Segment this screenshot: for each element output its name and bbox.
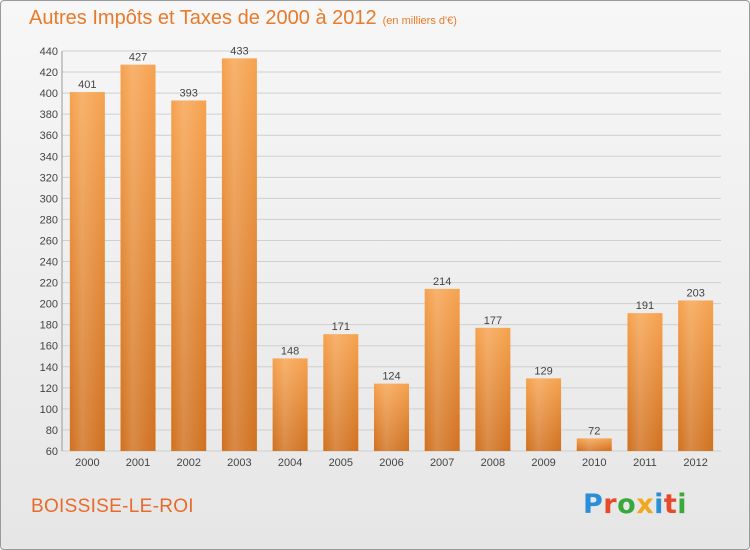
- bar-highlight: [120, 64, 156, 452]
- y-tick-label: 300: [40, 193, 58, 205]
- bar-highlight: [272, 358, 308, 451]
- bar-highlight: [69, 92, 105, 451]
- x-tick-label: 2002: [176, 457, 200, 469]
- bar-value-label: 148: [281, 345, 299, 357]
- y-tick-label: 140: [40, 362, 58, 374]
- bar-highlight: [374, 383, 409, 451]
- bar-highlight: [171, 100, 207, 451]
- bar-value-label: 129: [534, 365, 552, 377]
- y-tick-label: 120: [40, 383, 58, 395]
- bar-value-label: 177: [484, 315, 502, 327]
- proxiti-logo[interactable]: Proxiti: [583, 489, 687, 520]
- y-tick-label: 220: [40, 278, 58, 290]
- y-tick-label: 380: [40, 109, 58, 121]
- bar-value-label: 401: [78, 79, 96, 91]
- bar-value-label: 171: [332, 321, 350, 333]
- y-tick-label: 260: [40, 235, 58, 247]
- chart-title: Autres Impôts et Taxes de 2000 à 2012 (en…: [29, 7, 457, 30]
- x-tick-label: 2006: [379, 457, 403, 469]
- bar-value-label: 393: [180, 87, 198, 99]
- y-tick-label: 440: [40, 46, 58, 58]
- logo-letter: i: [677, 489, 688, 520]
- bar-value-label: 214: [433, 276, 451, 288]
- chart-title-text: Autres Impôts et Taxes de 2000 à 2012: [29, 7, 377, 29]
- x-tick-label: 2011: [633, 457, 657, 469]
- x-tick-label: 2003: [227, 457, 251, 469]
- y-axis: 60 80 100 120 140 160 180 200 220 240 260 280 300 320…: [40, 46, 63, 458]
- bar-value-label: 191: [636, 300, 654, 312]
- bar-highlight: [475, 327, 511, 451]
- bar-highlight: [323, 334, 359, 451]
- x-tick-label: 2007: [430, 457, 454, 469]
- bar-highlight: [627, 313, 663, 451]
- x-tick-label: 2000: [75, 457, 99, 469]
- y-tick-label: 400: [40, 88, 58, 100]
- x-axis: 2000 2001 2002 2003 2004 2005 2006 2007 2008 2009…: [75, 457, 708, 469]
- bar-highlight: [526, 378, 562, 451]
- x-tick-label: 2008: [481, 457, 505, 469]
- x-tick-label: 2005: [329, 457, 353, 469]
- logo-letter: i: [654, 489, 664, 520]
- bars: 401 427 393 433 148 171 124 214 177 129 72 191 203: [69, 45, 714, 452]
- y-tick-label: 320: [40, 172, 58, 184]
- commune-name: BOISSISE-LE-ROI: [31, 496, 194, 517]
- y-tick-label: 160: [40, 341, 58, 353]
- bar-value-label: 203: [686, 287, 704, 299]
- y-tick-label: 100: [40, 404, 58, 416]
- x-tick-label: 2010: [582, 457, 606, 469]
- chart-subtitle: (en milliers d'€): [382, 15, 457, 27]
- y-tick-label: 340: [40, 151, 58, 163]
- logo-letter: r: [603, 489, 618, 520]
- y-tick-label: 200: [40, 299, 58, 311]
- y-tick-label: 360: [40, 130, 58, 142]
- x-tick-label: 2009: [531, 457, 555, 469]
- logo-letter: x: [636, 489, 655, 520]
- logo-letter: o: [617, 489, 637, 520]
- y-tick-label: 80: [46, 425, 58, 437]
- y-tick-label: 420: [40, 67, 58, 79]
- x-tick-label: 2004: [278, 457, 302, 469]
- x-tick-label: 2001: [126, 457, 150, 469]
- y-tick-label: 240: [40, 257, 58, 269]
- bar-highlight: [576, 438, 612, 451]
- bar-highlight: [221, 58, 257, 452]
- y-tick-label: 280: [40, 214, 58, 226]
- x-tick-label: 2012: [683, 457, 707, 469]
- logo-letter: P: [583, 489, 604, 520]
- bar-highlight: [424, 288, 460, 451]
- bar-value-label: 72: [588, 425, 600, 437]
- y-tick-label: 180: [40, 320, 58, 332]
- y-tick-label: 60: [46, 446, 58, 458]
- bar-value-label: 433: [230, 45, 248, 57]
- bar-highlight: [678, 300, 714, 451]
- logo-letter: t: [663, 489, 678, 520]
- bar-value-label: 427: [129, 52, 147, 64]
- bar-value-label: 124: [382, 371, 400, 383]
